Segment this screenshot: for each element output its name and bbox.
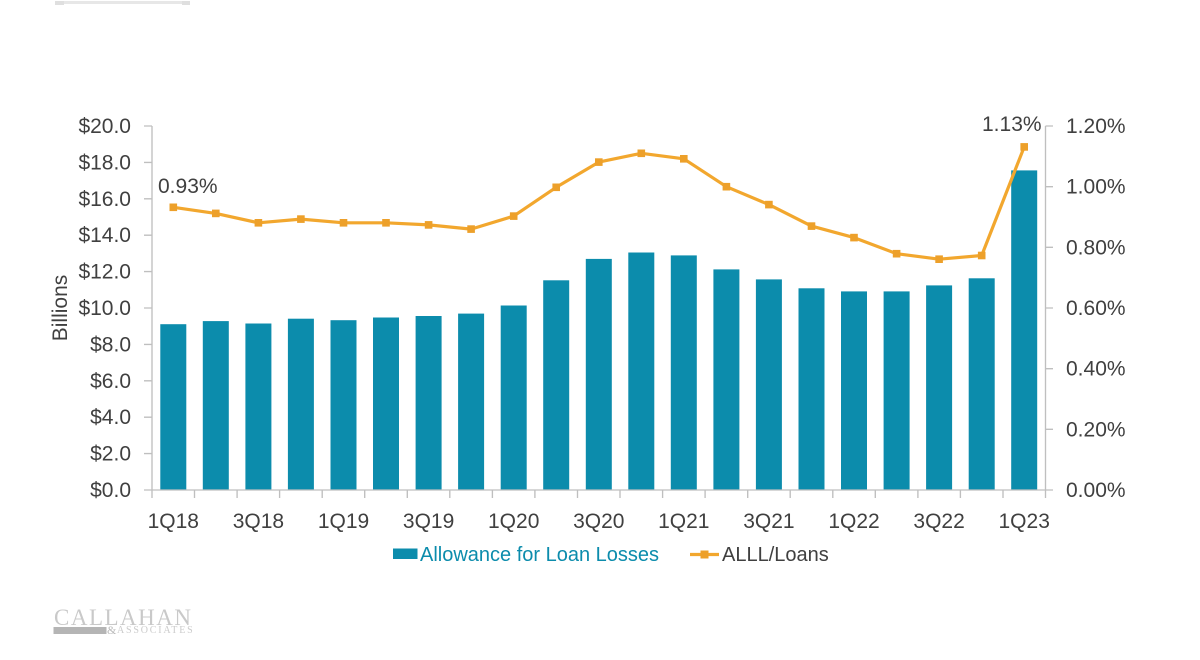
svg-text:0.20%: 0.20% [1066,418,1126,441]
svg-text:1Q20: 1Q20 [488,510,539,533]
svg-text:3Q18: 3Q18 [233,510,284,533]
svg-text:3Q22: 3Q22 [913,510,964,533]
svg-text:1Q18: 1Q18 [148,510,199,533]
svg-text:1Q21: 1Q21 [658,510,709,533]
svg-text:0.80%: 0.80% [1066,236,1126,259]
svg-text:$2.0: $2.0 [90,443,131,466]
svg-text:$14.0: $14.0 [78,224,131,247]
svg-text:0.60%: 0.60% [1066,297,1126,320]
svg-text:ALLL/Loans: ALLL/Loans [722,544,829,566]
svg-text:3Q21: 3Q21 [743,510,794,533]
svg-text:$10.0: $10.0 [78,297,131,320]
svg-text:Allowance for Loan Losses: Allowance for Loan Losses [420,544,659,566]
svg-text:$20.0: $20.0 [78,115,131,138]
svg-text:CALLAHAN: CALLAHAN [54,605,193,630]
svg-text:1.13%: 1.13% [982,113,1042,136]
svg-text:$4.0: $4.0 [90,406,131,429]
svg-text:1.00%: 1.00% [1066,176,1126,199]
svg-text:Billions: Billions [49,275,72,342]
svg-text:$0.0: $0.0 [90,479,131,502]
svg-text:$6.0: $6.0 [90,370,131,393]
svg-text:$8.0: $8.0 [90,333,131,356]
svg-text:3Q20: 3Q20 [573,510,624,533]
svg-text:&: & [107,623,117,637]
svg-text:$16.0: $16.0 [78,188,131,211]
svg-text:$12.0: $12.0 [78,261,131,284]
svg-text:3Q19: 3Q19 [403,510,454,533]
svg-text:0.93%: 0.93% [158,175,218,198]
svg-text:0.40%: 0.40% [1066,358,1126,381]
svg-text:1.20%: 1.20% [1066,115,1126,138]
svg-text:$18.0: $18.0 [78,151,131,174]
svg-text:0.00%: 0.00% [1066,479,1126,502]
svg-text:1Q22: 1Q22 [828,510,879,533]
svg-text:1Q23: 1Q23 [999,510,1050,533]
svg-text:ASSOCIATES: ASSOCIATES [117,625,194,636]
svg-text:1Q19: 1Q19 [318,510,369,533]
